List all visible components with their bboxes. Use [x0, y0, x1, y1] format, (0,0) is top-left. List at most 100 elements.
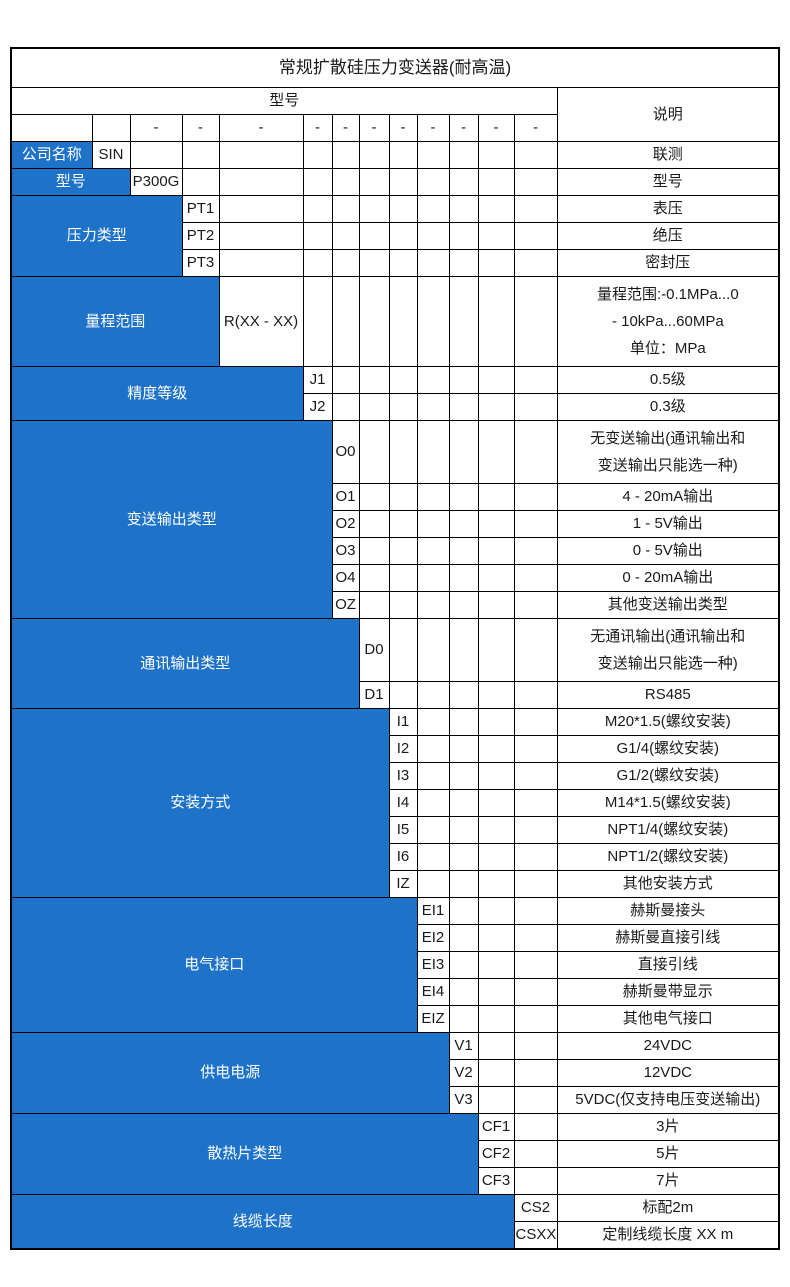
option-description-cell: M20*1.5(螺纹安装): [556, 708, 780, 736]
empty-cell: [388, 222, 418, 250]
option-description-cell: 直接引线: [556, 951, 780, 979]
empty-cell: [218, 195, 304, 223]
empty-cell: [388, 366, 418, 394]
empty-cell: [416, 564, 450, 592]
option-description-cell: 无通讯输出(通讯输出和 变送输出只能选一种): [556, 618, 780, 682]
option-code-cell: PT1: [181, 195, 220, 223]
empty-cell: [388, 537, 418, 565]
option-code-cell: I2: [388, 735, 418, 763]
empty-cell: [448, 564, 479, 592]
option-code-cell: V2: [448, 1059, 479, 1087]
empty-cell: [477, 843, 515, 871]
empty-cell: [358, 591, 390, 619]
option-code-cell: CSXX: [513, 1221, 558, 1250]
empty-cell: [358, 393, 390, 421]
empty-cell: [448, 420, 479, 484]
empty-cell: [513, 1113, 558, 1141]
empty-cell: [448, 141, 479, 169]
empty-cell: [416, 708, 450, 736]
empty-cell: [477, 249, 515, 277]
empty-cell: [218, 141, 304, 169]
empty-cell: [302, 195, 333, 223]
empty-cell: [513, 1005, 558, 1033]
section-label-accuracy-grade: 精度等级: [10, 366, 304, 421]
empty-cell: [477, 951, 515, 979]
empty-cell: [358, 195, 390, 223]
option-description-cell: RS485: [556, 681, 780, 709]
empty-cell: [331, 276, 360, 367]
empty-cell: [477, 591, 515, 619]
empty-cell: [416, 843, 450, 871]
section-label-communication-output-type: 通讯输出类型: [10, 618, 360, 709]
empty-cell: [331, 393, 360, 421]
option-description-cell: 5VDC(仅支持电压变送输出): [556, 1086, 780, 1114]
empty-cell: [218, 249, 304, 277]
empty-cell: [448, 735, 479, 763]
empty-cell: [416, 276, 450, 367]
empty-cell: [477, 564, 515, 592]
separator-dash: -: [302, 114, 333, 142]
empty-cell: [477, 762, 515, 790]
empty-cell: [513, 276, 558, 367]
empty-cell: [416, 681, 450, 709]
empty-cell: [416, 618, 450, 682]
option-code-cell: CF2: [477, 1140, 515, 1168]
option-description-cell: 其他电气接口: [556, 1005, 780, 1033]
empty-cell: [513, 735, 558, 763]
empty-cell: [10, 114, 93, 142]
empty-cell: [448, 222, 479, 250]
option-code-cell: CS2: [513, 1194, 558, 1222]
empty-cell: [477, 393, 515, 421]
empty-cell: [448, 951, 479, 979]
option-code-cell: D0: [358, 618, 390, 682]
option-description-cell: 密封压: [556, 249, 780, 277]
empty-cell: [358, 141, 390, 169]
empty-cell: [181, 141, 220, 169]
separator-dash: -: [218, 114, 304, 142]
empty-cell: [477, 483, 515, 511]
empty-cell: [416, 222, 450, 250]
option-code-cell: EI4: [416, 978, 450, 1006]
empty-cell: [477, 924, 515, 952]
empty-cell: [416, 483, 450, 511]
description-header: 说明: [556, 87, 780, 142]
empty-cell: [513, 1059, 558, 1087]
option-description-cell: 4 - 20mA输出: [556, 483, 780, 511]
option-description-cell: NPT1/2(螺纹安装): [556, 843, 780, 871]
empty-cell: [448, 681, 479, 709]
empty-cell: [218, 168, 304, 196]
option-code-cell: IZ: [388, 870, 418, 898]
empty-cell: [388, 483, 418, 511]
empty-cell: [513, 1032, 558, 1060]
empty-cell: [416, 168, 450, 196]
option-description-cell: 12VDC: [556, 1059, 780, 1087]
empty-cell: [388, 276, 418, 367]
option-description-cell: 绝压: [556, 222, 780, 250]
table-body: 常规扩散硅压力变送器(耐高温) 型号 说明 - - - - - - - - - - - 公司名称 SIN 联测型…: [10, 47, 780, 1250]
empty-cell: [513, 789, 558, 817]
empty-cell: [513, 816, 558, 844]
empty-cell: [513, 843, 558, 871]
empty-cell: [513, 618, 558, 682]
option-description-cell: 联测: [556, 141, 780, 169]
option-description-cell: 标配2m: [556, 1194, 780, 1222]
empty-cell: [513, 393, 558, 421]
option-description-cell: 其他变送输出类型: [556, 591, 780, 619]
empty-cell: [416, 420, 450, 484]
empty-cell: [358, 249, 390, 277]
section-label-pressure-type: 压力类型: [10, 195, 183, 277]
option-description-cell: 0 - 5V输出: [556, 537, 780, 565]
option-description-cell: 5片: [556, 1140, 780, 1168]
empty-cell: [331, 168, 360, 196]
empty-cell: [448, 789, 479, 817]
empty-cell: [331, 141, 360, 169]
option-description-cell: 其他安装方式: [556, 870, 780, 898]
empty-cell: [477, 420, 515, 484]
option-description-cell: 赫斯曼带显示: [556, 978, 780, 1006]
option-code-cell: O1: [331, 483, 360, 511]
empty-cell: [358, 276, 390, 367]
option-code-cell: OZ: [331, 591, 360, 619]
section-label-cable-length: 线缆长度: [10, 1194, 515, 1250]
option-description-cell: G1/4(螺纹安装): [556, 735, 780, 763]
